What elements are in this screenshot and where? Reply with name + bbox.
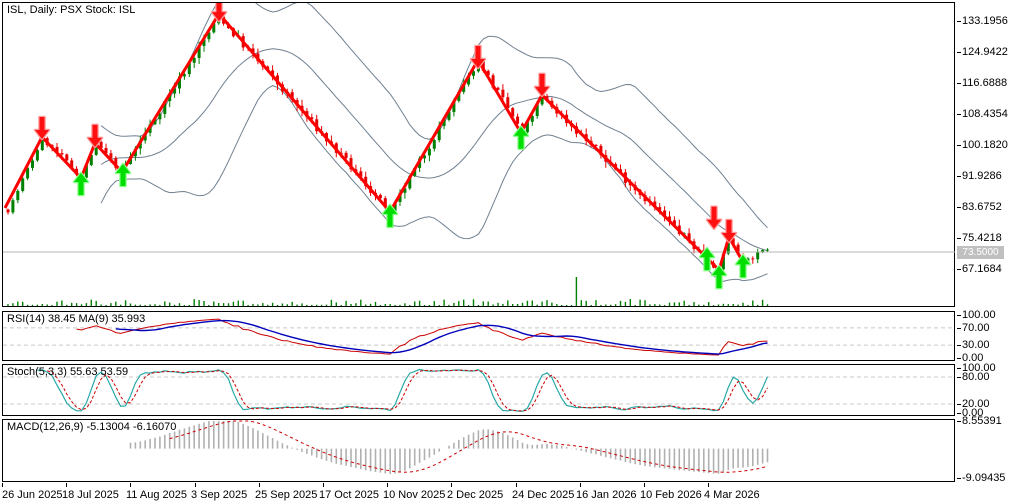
time-tick bbox=[516, 483, 517, 487]
time-tick bbox=[66, 483, 67, 487]
stoch-scale-label: 100.00 bbox=[962, 362, 996, 374]
macd-max-label: 8.55391 bbox=[962, 415, 1002, 427]
price-label-tick bbox=[957, 83, 961, 84]
stoch-panel[interactable] bbox=[2, 364, 955, 416]
stoch-scale-label: 80.00 bbox=[962, 371, 990, 383]
current-price-badge: 73.5000 bbox=[957, 246, 1004, 259]
stoch-scale-label: 20.00 bbox=[962, 398, 990, 410]
stoch-scale-label-tick bbox=[957, 368, 961, 369]
price-label-tick bbox=[957, 176, 961, 177]
rsi-scale-label-tick bbox=[957, 315, 961, 316]
rsi-scale-label-tick bbox=[957, 345, 961, 346]
date-label: 3 Sep 2025 bbox=[191, 489, 248, 501]
time-tick bbox=[580, 483, 581, 487]
time-tick bbox=[644, 483, 645, 487]
price-label: 91.9286 bbox=[962, 170, 1002, 182]
date-label: 2 Dec 2025 bbox=[447, 489, 504, 501]
time-tick bbox=[451, 483, 452, 487]
date-label: 16 Jan 2026 bbox=[576, 489, 637, 501]
date-label: 24 Dec 2025 bbox=[512, 489, 575, 501]
price-label: 75.4218 bbox=[962, 232, 1002, 244]
price-label: 67.1684 bbox=[962, 263, 1002, 275]
price-label: 116.6888 bbox=[962, 77, 1008, 89]
date-label: 26 Jun 2025 bbox=[2, 489, 63, 501]
price-label: 133.1956 bbox=[962, 15, 1008, 27]
price-label-tick bbox=[957, 207, 961, 208]
rsi-scale-label: 100.00 bbox=[962, 309, 996, 321]
date-label: 17 Oct 2025 bbox=[319, 489, 379, 501]
main-chart-panel[interactable] bbox=[2, 2, 955, 307]
time-tick bbox=[130, 483, 131, 487]
date-label: 10 Nov 2025 bbox=[383, 489, 446, 501]
price-label-tick bbox=[957, 238, 961, 239]
price-label-tick bbox=[957, 52, 961, 53]
macd-min-label: -9.09435 bbox=[962, 472, 1006, 484]
rsi-scale-label: 30.00 bbox=[962, 339, 990, 351]
date-label: 18 Jul 2025 bbox=[62, 489, 119, 501]
macd-indicator-label: MACD(12,26,9) -5.13004 -6.16070 bbox=[7, 421, 177, 433]
stoch-scale-label-tick bbox=[957, 404, 961, 405]
date-label: 11 Aug 2025 bbox=[126, 489, 187, 501]
price-label-tick bbox=[957, 21, 961, 22]
rsi-scale-label-tick bbox=[957, 328, 961, 329]
stoch-indicator-label: Stoch(5,3,3) 55.63 53.59 bbox=[7, 366, 129, 378]
price-label: 100.1820 bbox=[962, 139, 1008, 151]
rsi-scale-label: 0.00 bbox=[962, 352, 984, 364]
time-tick bbox=[323, 483, 324, 487]
price-label: 108.4354 bbox=[962, 108, 1008, 120]
rsi-scale-label: 70.00 bbox=[962, 322, 990, 334]
macd-max-label-tick bbox=[957, 421, 961, 422]
time-tick bbox=[708, 483, 709, 487]
time-tick bbox=[387, 483, 388, 487]
price-label-tick bbox=[957, 269, 961, 270]
stoch-scale-label-tick bbox=[957, 413, 961, 414]
price-label-tick bbox=[957, 145, 961, 146]
price-label: 124.9422 bbox=[962, 46, 1008, 58]
price-label: 83.6752 bbox=[962, 201, 1002, 213]
price-label-tick bbox=[957, 114, 961, 115]
date-label: 4 Mar 2026 bbox=[704, 489, 760, 501]
time-tick bbox=[195, 483, 196, 487]
chart-title: ISL, Daily: PSX Stock: ISL bbox=[7, 4, 136, 16]
rsi-indicator-label: RSI(14) 38.45 MA(9) 35.993 bbox=[7, 313, 146, 325]
macd-min-label-tick bbox=[957, 478, 961, 479]
stoch-scale-label-tick bbox=[957, 377, 961, 378]
time-tick bbox=[2, 483, 3, 487]
date-label: 25 Sep 2025 bbox=[255, 489, 318, 501]
date-label: 10 Feb 2026 bbox=[640, 489, 702, 501]
stoch-scale-label: 0.00 bbox=[962, 407, 984, 419]
time-tick bbox=[259, 483, 260, 487]
rsi-scale-label-tick bbox=[957, 358, 961, 359]
